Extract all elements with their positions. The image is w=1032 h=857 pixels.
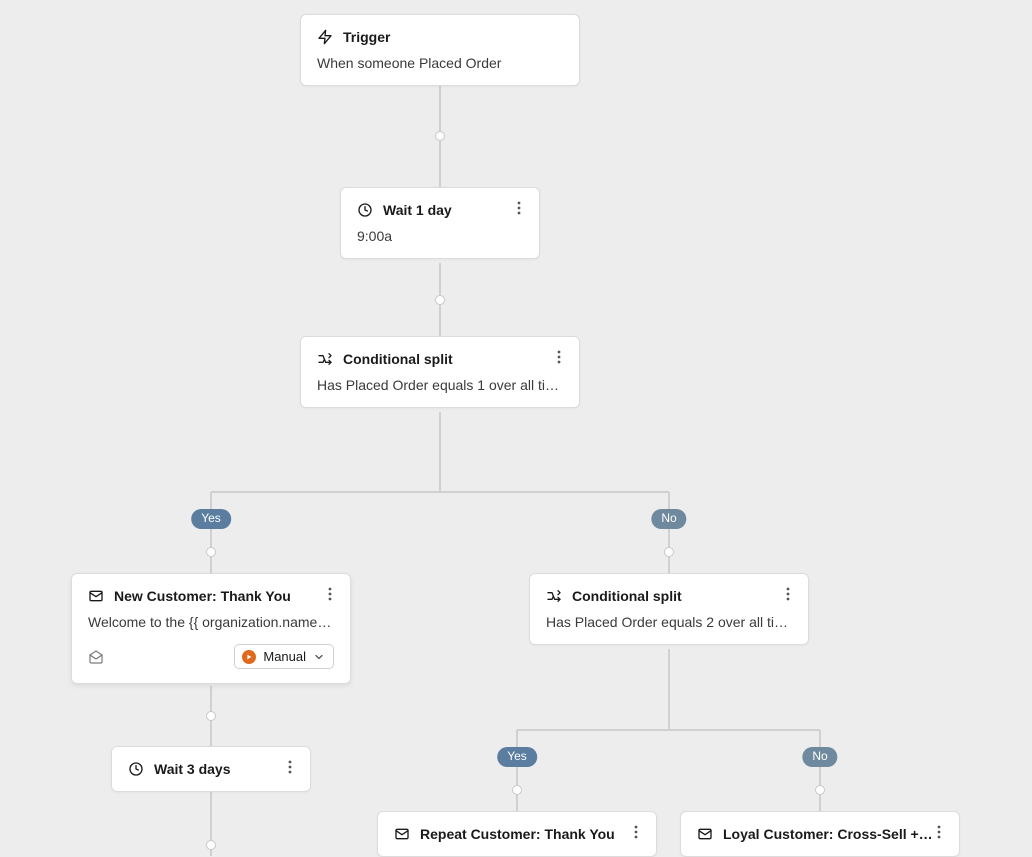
node-menu-button[interactable] xyxy=(778,584,798,604)
clock-icon xyxy=(128,761,144,777)
connector-dot[interactable] xyxy=(435,295,445,305)
node-desc: When someone Placed Order xyxy=(317,55,563,71)
split-icon xyxy=(317,351,333,367)
node-wait-3-days[interactable]: Wait 3 days xyxy=(111,746,311,792)
edge xyxy=(668,649,670,730)
node-email-loyal-customer[interactable]: Loyal Customer: Cross-Sell +… xyxy=(680,811,960,857)
badge-label: Yes xyxy=(507,749,527,763)
connector-dot[interactable] xyxy=(435,131,445,141)
chevron-down-icon xyxy=(313,651,325,663)
node-email-repeat-customer[interactable]: Repeat Customer: Thank You xyxy=(377,811,657,857)
node-desc: Welcome to the {{ organization.name|titl… xyxy=(88,614,334,630)
node-trigger[interactable]: Trigger When someone Placed Order xyxy=(300,14,580,86)
branch-badge-no: No xyxy=(651,509,686,529)
node-title: Wait 1 day xyxy=(383,202,452,218)
branch-badge-yes: Yes xyxy=(191,509,231,529)
sending-mode-label: Manual xyxy=(263,649,306,664)
edge xyxy=(210,492,212,573)
node-conditional-split-2[interactable]: Conditional split Has Placed Order equal… xyxy=(529,573,809,645)
mail-icon xyxy=(394,826,410,842)
edge xyxy=(439,412,441,492)
connector-dot[interactable] xyxy=(512,785,522,795)
mail-icon xyxy=(88,588,104,604)
edge xyxy=(517,729,820,731)
node-desc: 9:00a xyxy=(357,228,523,244)
connector-dot[interactable] xyxy=(206,840,216,850)
node-menu-button[interactable] xyxy=(626,822,646,842)
node-menu-button[interactable] xyxy=(929,822,949,842)
branch-badge-no: No xyxy=(802,747,837,767)
node-title: New Customer: Thank You xyxy=(114,588,291,604)
badge-label: Yes xyxy=(201,511,221,525)
badge-label: No xyxy=(812,749,827,763)
edge xyxy=(819,730,821,811)
node-title: Conditional split xyxy=(572,588,682,604)
connector-dot[interactable] xyxy=(664,547,674,557)
mail-icon xyxy=(697,826,713,842)
node-menu-button[interactable] xyxy=(280,757,300,777)
badge-label: No xyxy=(661,511,676,525)
node-title: Conditional split xyxy=(343,351,453,367)
node-wait-1-day[interactable]: Wait 1 day 9:00a xyxy=(340,187,540,259)
split-icon xyxy=(546,588,562,604)
edge xyxy=(211,491,669,493)
node-title: Wait 3 days xyxy=(154,761,231,777)
connector-dot[interactable] xyxy=(206,711,216,721)
lightning-icon xyxy=(317,29,333,45)
manual-status-icon xyxy=(242,650,256,664)
clock-icon xyxy=(357,202,373,218)
connector-dot[interactable] xyxy=(206,547,216,557)
edge xyxy=(516,730,518,811)
mail-open-icon xyxy=(88,649,104,665)
node-desc: Has Placed Order equals 2 over all time. xyxy=(546,614,792,630)
node-title: Repeat Customer: Thank You xyxy=(420,826,615,842)
node-conditional-split-1[interactable]: Conditional split Has Placed Order equal… xyxy=(300,336,580,408)
node-title: Trigger xyxy=(343,29,390,45)
node-menu-button[interactable] xyxy=(509,198,529,218)
sending-mode-selector[interactable]: Manual xyxy=(234,644,334,669)
branch-badge-yes: Yes xyxy=(497,747,537,767)
node-title: Loyal Customer: Cross-Sell +… xyxy=(723,826,933,842)
node-menu-button[interactable] xyxy=(320,584,340,604)
node-menu-button[interactable] xyxy=(549,347,569,367)
node-desc: Has Placed Order equals 1 over all time. xyxy=(317,377,563,393)
node-email-new-customer[interactable]: New Customer: Thank You Welcome to the {… xyxy=(71,573,351,684)
flow-canvas: Yes No Yes No Trigger When someone Place… xyxy=(0,0,1032,856)
edge xyxy=(668,492,670,573)
connector-dot[interactable] xyxy=(815,785,825,795)
